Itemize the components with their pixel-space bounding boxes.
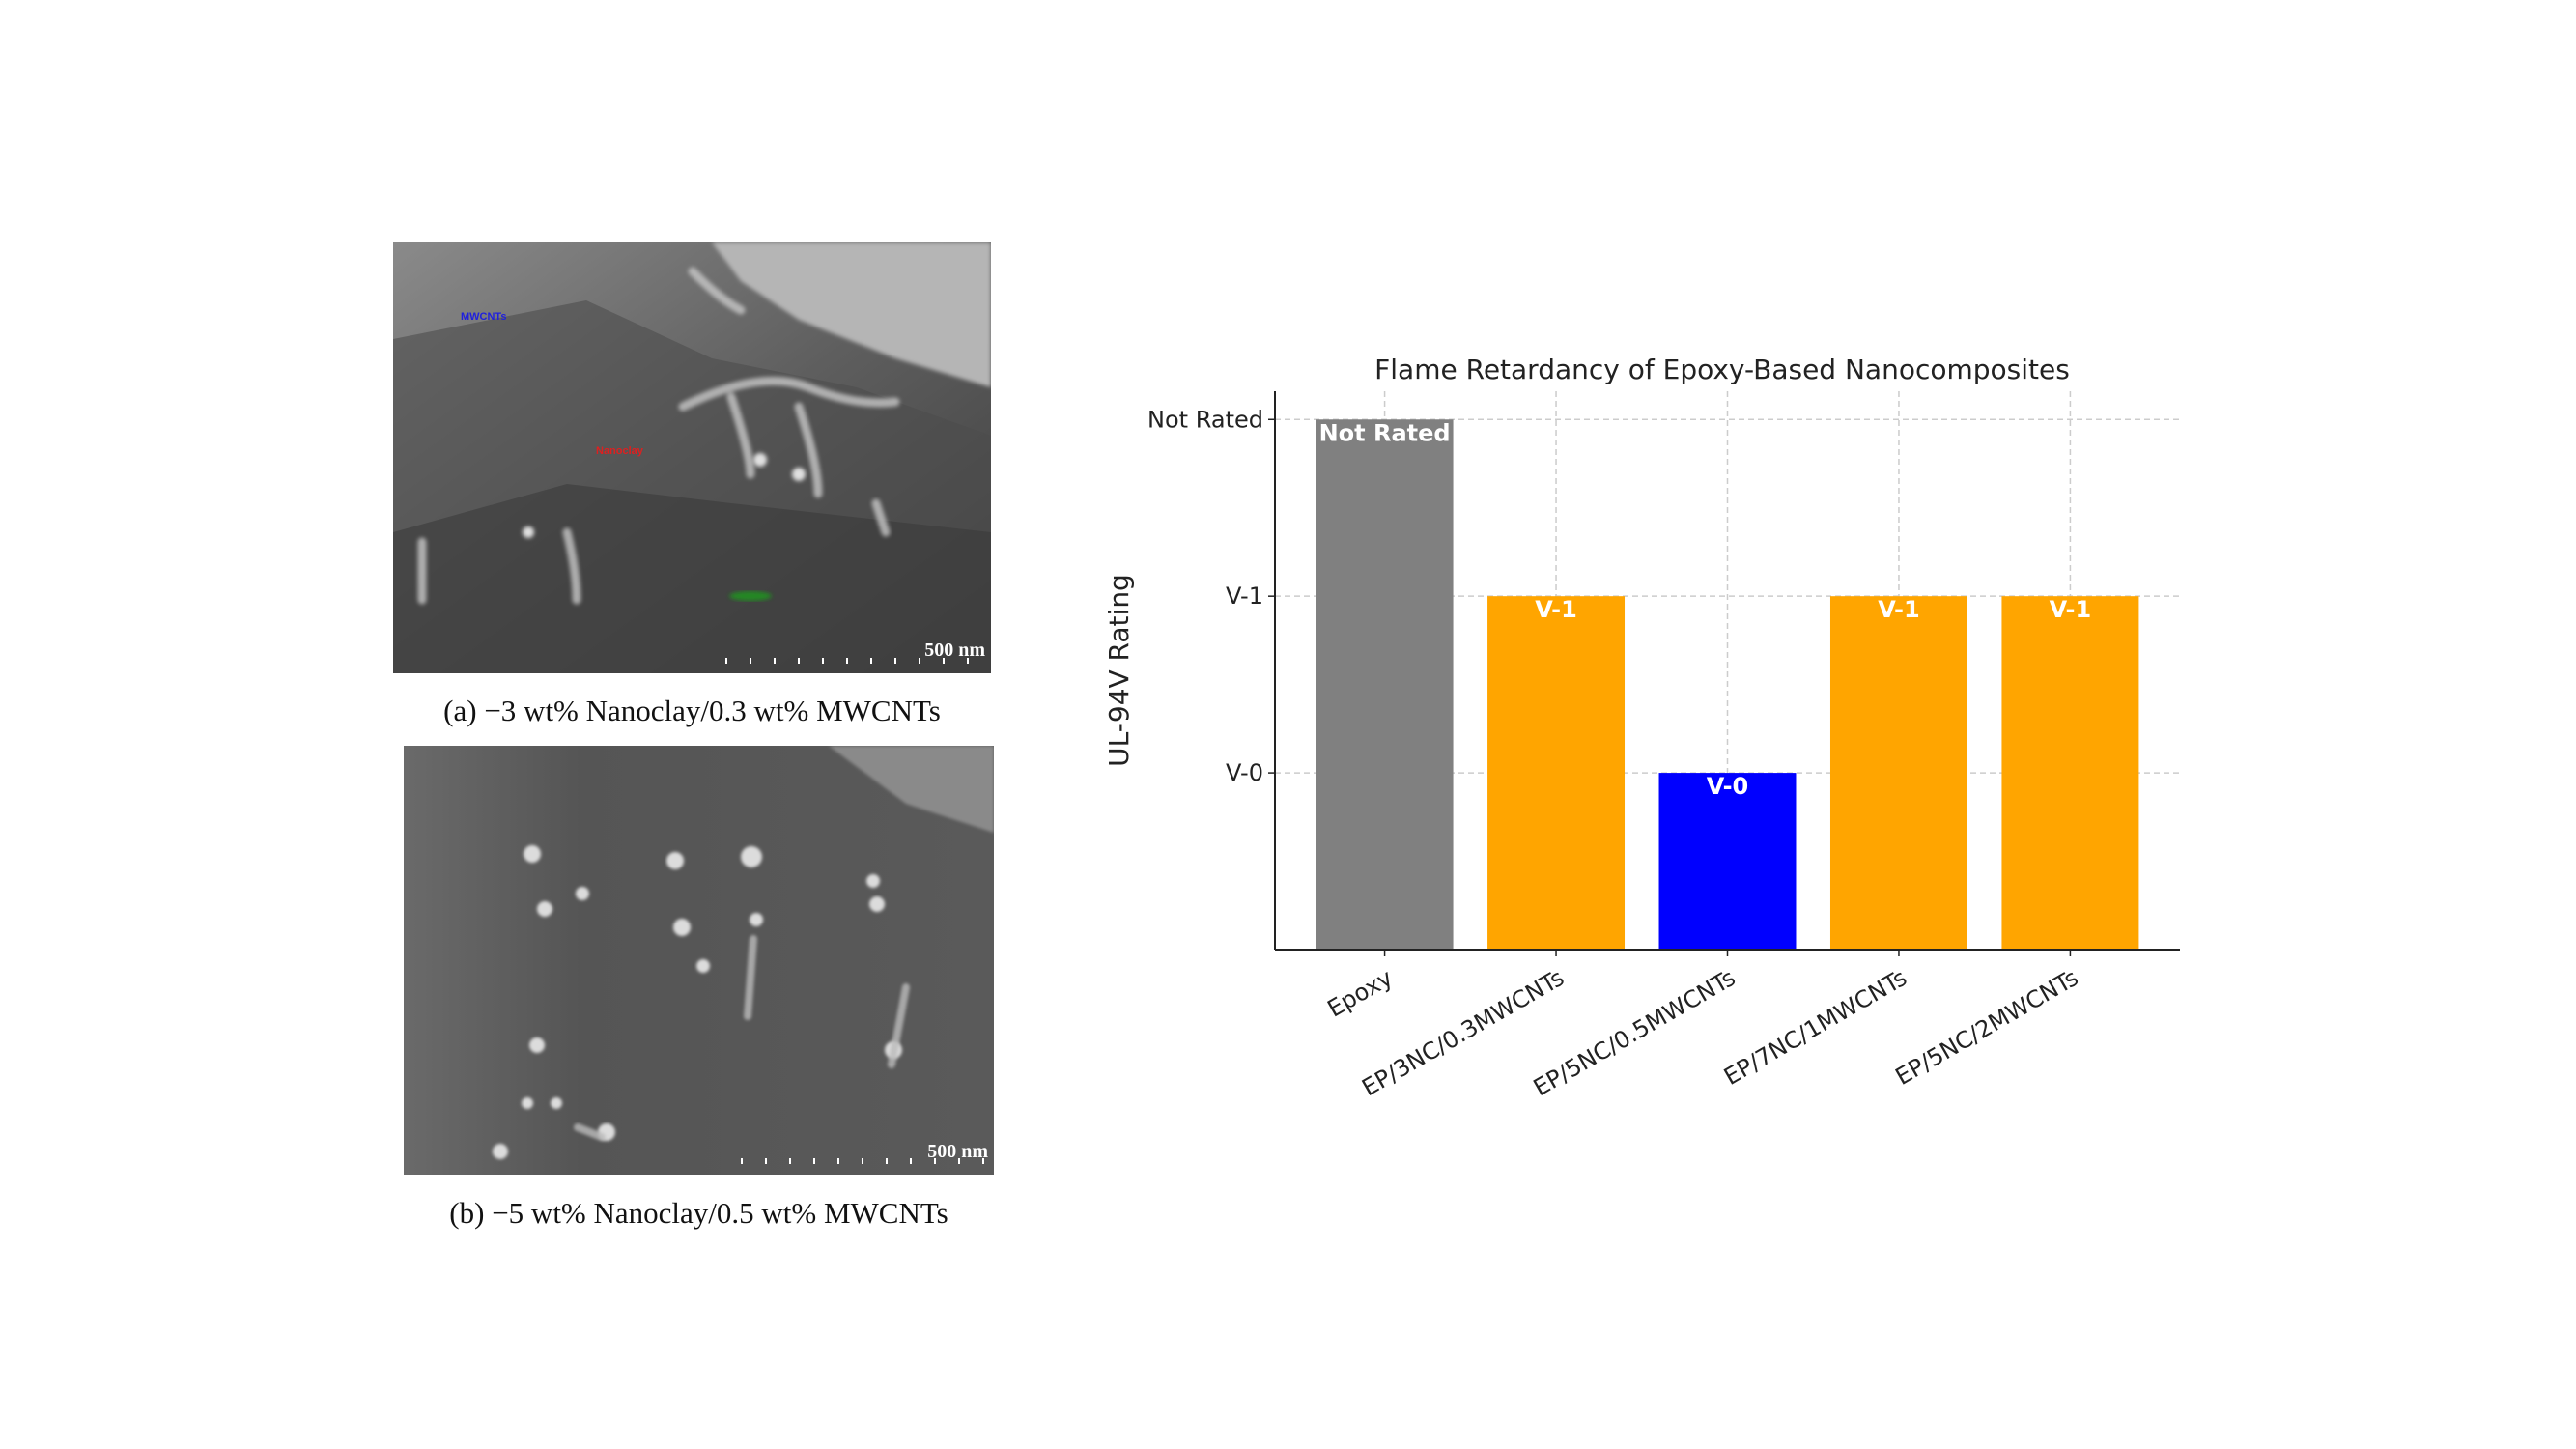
bar-value-label: V-1: [1535, 596, 1577, 623]
caption-b: (b) −5 wt% Nanoclay/0.5 wt% MWCNTs: [449, 1196, 948, 1230]
sem-micrograph-a: [393, 242, 991, 673]
bar-value-label: V-0: [1707, 773, 1749, 800]
caption-a: (a) −3 wt% Nanoclay/0.3 wt% MWCNTs: [443, 694, 941, 727]
y-axis-label: UL-94V Rating: [1103, 574, 1135, 767]
bar-value-label: V-1: [1878, 596, 1920, 623]
bar-value-label: Not Rated: [1319, 419, 1451, 446]
bar: [1829, 596, 1967, 950]
green-annotation-label: [729, 591, 772, 601]
scale-bar-label: 500 nm: [924, 639, 985, 661]
sem-image-a: MWCNTs Nanoclay 500 nm: [393, 242, 991, 673]
bar: [1658, 773, 1797, 950]
y-tick-label: V-1: [1226, 582, 1263, 610]
sem-micrograph-b: [404, 746, 994, 1175]
y-tick-label: Not Rated: [1147, 406, 1263, 433]
bar-value-label: V-1: [2050, 596, 2092, 623]
label-nanoclay: Nanoclay: [596, 445, 643, 457]
y-tick-label: V-0: [1226, 759, 1263, 786]
bar: [1316, 419, 1454, 950]
x-tick-label: Epoxy: [1323, 964, 1398, 1023]
scale-bar-label: 500 nm: [927, 1141, 988, 1162]
label-mwcnts: MWCNTs: [461, 311, 507, 323]
bar: [1487, 596, 1626, 950]
chart-title: Flame Retardancy of Epoxy-Based Nanocomp…: [1374, 354, 2070, 385]
sem-image-b: 500 nm: [404, 746, 994, 1175]
x-tick-label: EP/7NC/1MWCNTs: [1719, 964, 1911, 1091]
x-tick-label: EP/5NC/2MWCNTs: [1891, 964, 2083, 1091]
bar: [2001, 596, 2139, 950]
